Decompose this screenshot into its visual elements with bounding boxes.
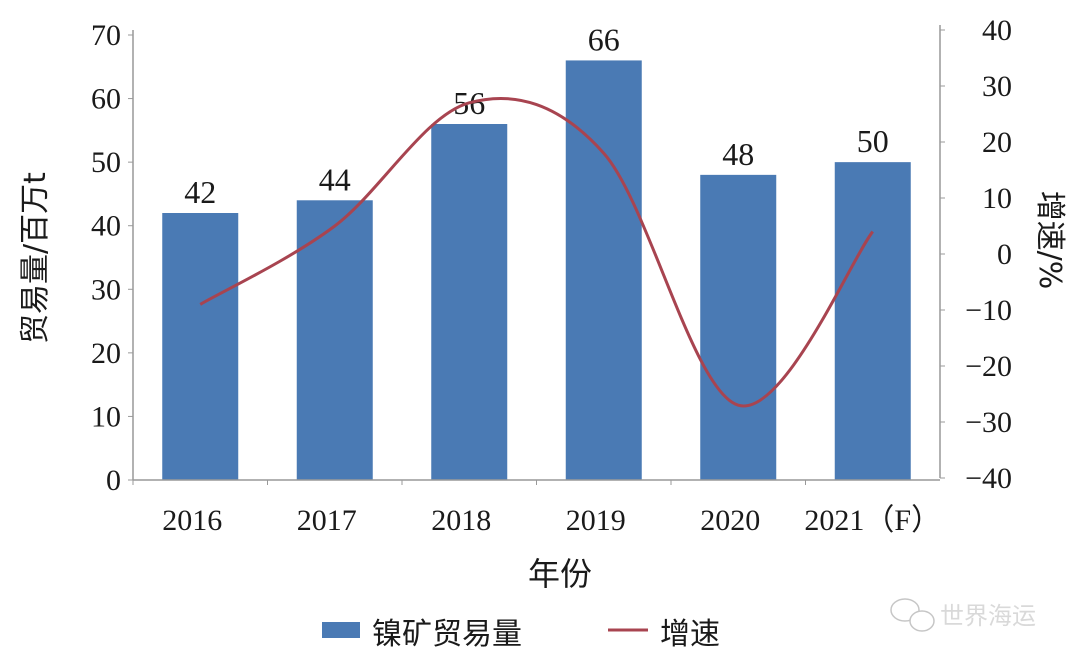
legend: 镍矿贸易量 增速	[322, 617, 720, 652]
y-tick-label: 30	[91, 273, 121, 306]
y2-tick-label: −30	[965, 406, 1012, 439]
watermark-text: 世界海运	[940, 602, 1036, 630]
y2-tick-label: 0	[997, 238, 1012, 271]
y-tick-label: 70	[91, 19, 121, 52]
y-tick-label: 40	[91, 210, 121, 243]
y-tick-label: 0	[106, 464, 121, 497]
legend-bar-swatch	[322, 622, 360, 638]
y-tick-label: 20	[91, 337, 121, 370]
x-tick-label: 2018	[431, 504, 491, 537]
x-tick-label: 2021（F）	[804, 504, 941, 537]
data-label: 50	[857, 123, 889, 159]
bar-2018	[431, 124, 508, 480]
line-series	[199, 96, 874, 408]
data-label: 48	[722, 136, 754, 172]
legend-bar-label: 镍矿贸易量	[372, 617, 522, 652]
y2-tick-label: 10	[982, 182, 1012, 215]
watermark: 世界海运	[890, 598, 1036, 632]
x-tick-label: 2020	[700, 504, 760, 537]
x-tick-label: 2017	[297, 504, 357, 537]
y2-tick-label: 40	[982, 14, 1012, 47]
x-tick-label: 2019	[566, 504, 626, 537]
bar-2016	[162, 213, 239, 480]
x-axis-label: 年份	[528, 555, 592, 593]
bar-2017	[296, 200, 373, 481]
y2-tick-label: −10	[965, 294, 1012, 327]
legend-line-label: 增速	[660, 617, 720, 652]
y-tick-label: 60	[91, 83, 121, 116]
x-tick-label: 2016	[162, 504, 222, 537]
axes: 0 10 20 30 40 50 60 70 −40 −30 −20 −10 0 10 20 30 40 2016…	[91, 14, 1012, 537]
data-label: 42	[184, 174, 216, 210]
y2-axis-label: 增速/%	[1032, 191, 1067, 290]
y2-tick-label: −20	[965, 350, 1012, 383]
y-tick-label: 50	[91, 146, 121, 179]
y-tick-label: 10	[91, 400, 121, 433]
growth-line	[199, 96, 874, 408]
y-axis-label: 贸易量/百万t	[18, 172, 53, 344]
y2-tick-label: 30	[982, 70, 1012, 103]
y2-tick-label: −40	[965, 462, 1012, 495]
y2-tick-label: 20	[982, 126, 1012, 159]
data-label: 44	[319, 161, 351, 197]
bar-2020	[700, 174, 777, 480]
data-label: 66	[588, 21, 620, 57]
bar-2019	[565, 60, 642, 481]
bar-2021（F）	[834, 162, 911, 480]
wechat-icon	[890, 598, 935, 632]
